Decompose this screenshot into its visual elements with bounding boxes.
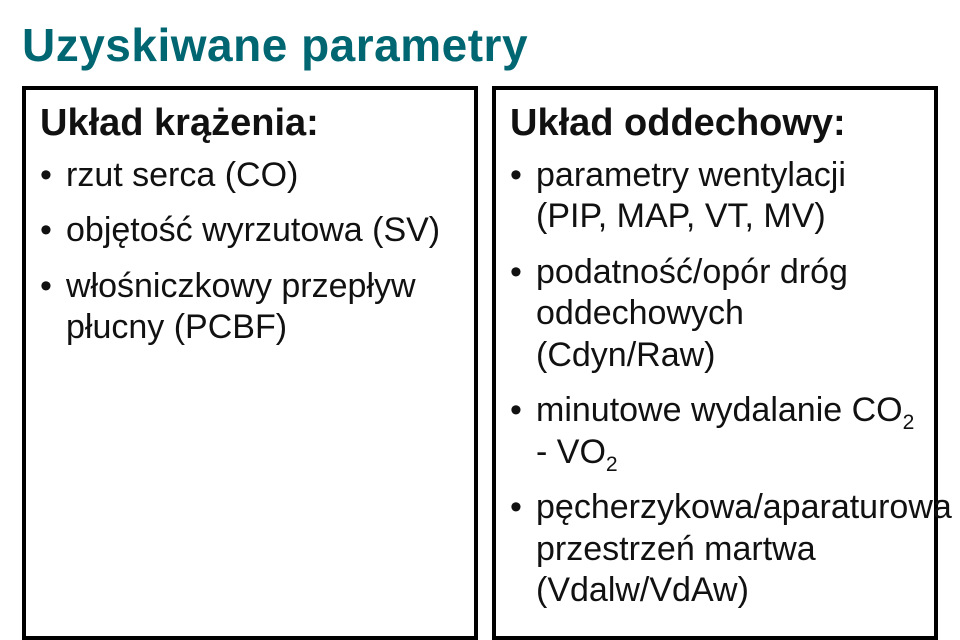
subscript: 2 — [903, 411, 915, 434]
list-item: objętość wyrzutowa (SV) — [40, 210, 460, 251]
text-span: minutowe wydalanie CO — [536, 391, 903, 429]
right-list: parametry wentylacji (PIP, MAP, VT, MV) … — [510, 155, 920, 612]
subscript: 2 — [606, 453, 618, 476]
list-item: pęcherzykowa/aparaturowa przestrzeń mart… — [510, 487, 920, 611]
right-box: Układ oddechowy: parametry wentylacji (P… — [492, 86, 938, 640]
slide-title: Uzyskiwane parametry — [22, 18, 938, 72]
columns-wrapper: Układ krążenia: rzut serca (CO) objętość… — [22, 86, 938, 640]
left-list: rzut serca (CO) objętość wyrzutowa (SV) … — [40, 155, 460, 349]
list-item: rzut serca (CO) — [40, 155, 460, 196]
list-item: minutowe wydalanie CO2 - VO2 — [510, 390, 920, 473]
list-item: włośniczkowy przepływ płucny (PCBF) — [40, 266, 460, 349]
text-span: - VO — [536, 433, 606, 471]
left-heading: Układ krążenia: — [40, 102, 460, 145]
right-heading: Układ oddechowy: — [510, 102, 920, 145]
left-box: Układ krążenia: rzut serca (CO) objętość… — [22, 86, 478, 640]
slide: Uzyskiwane parametry Układ krążenia: rzu… — [0, 0, 960, 582]
list-item: parametry wentylacji (PIP, MAP, VT, MV) — [510, 155, 920, 238]
list-item: podatność/opór dróg oddechowych (Cdyn/Ra… — [510, 252, 920, 376]
